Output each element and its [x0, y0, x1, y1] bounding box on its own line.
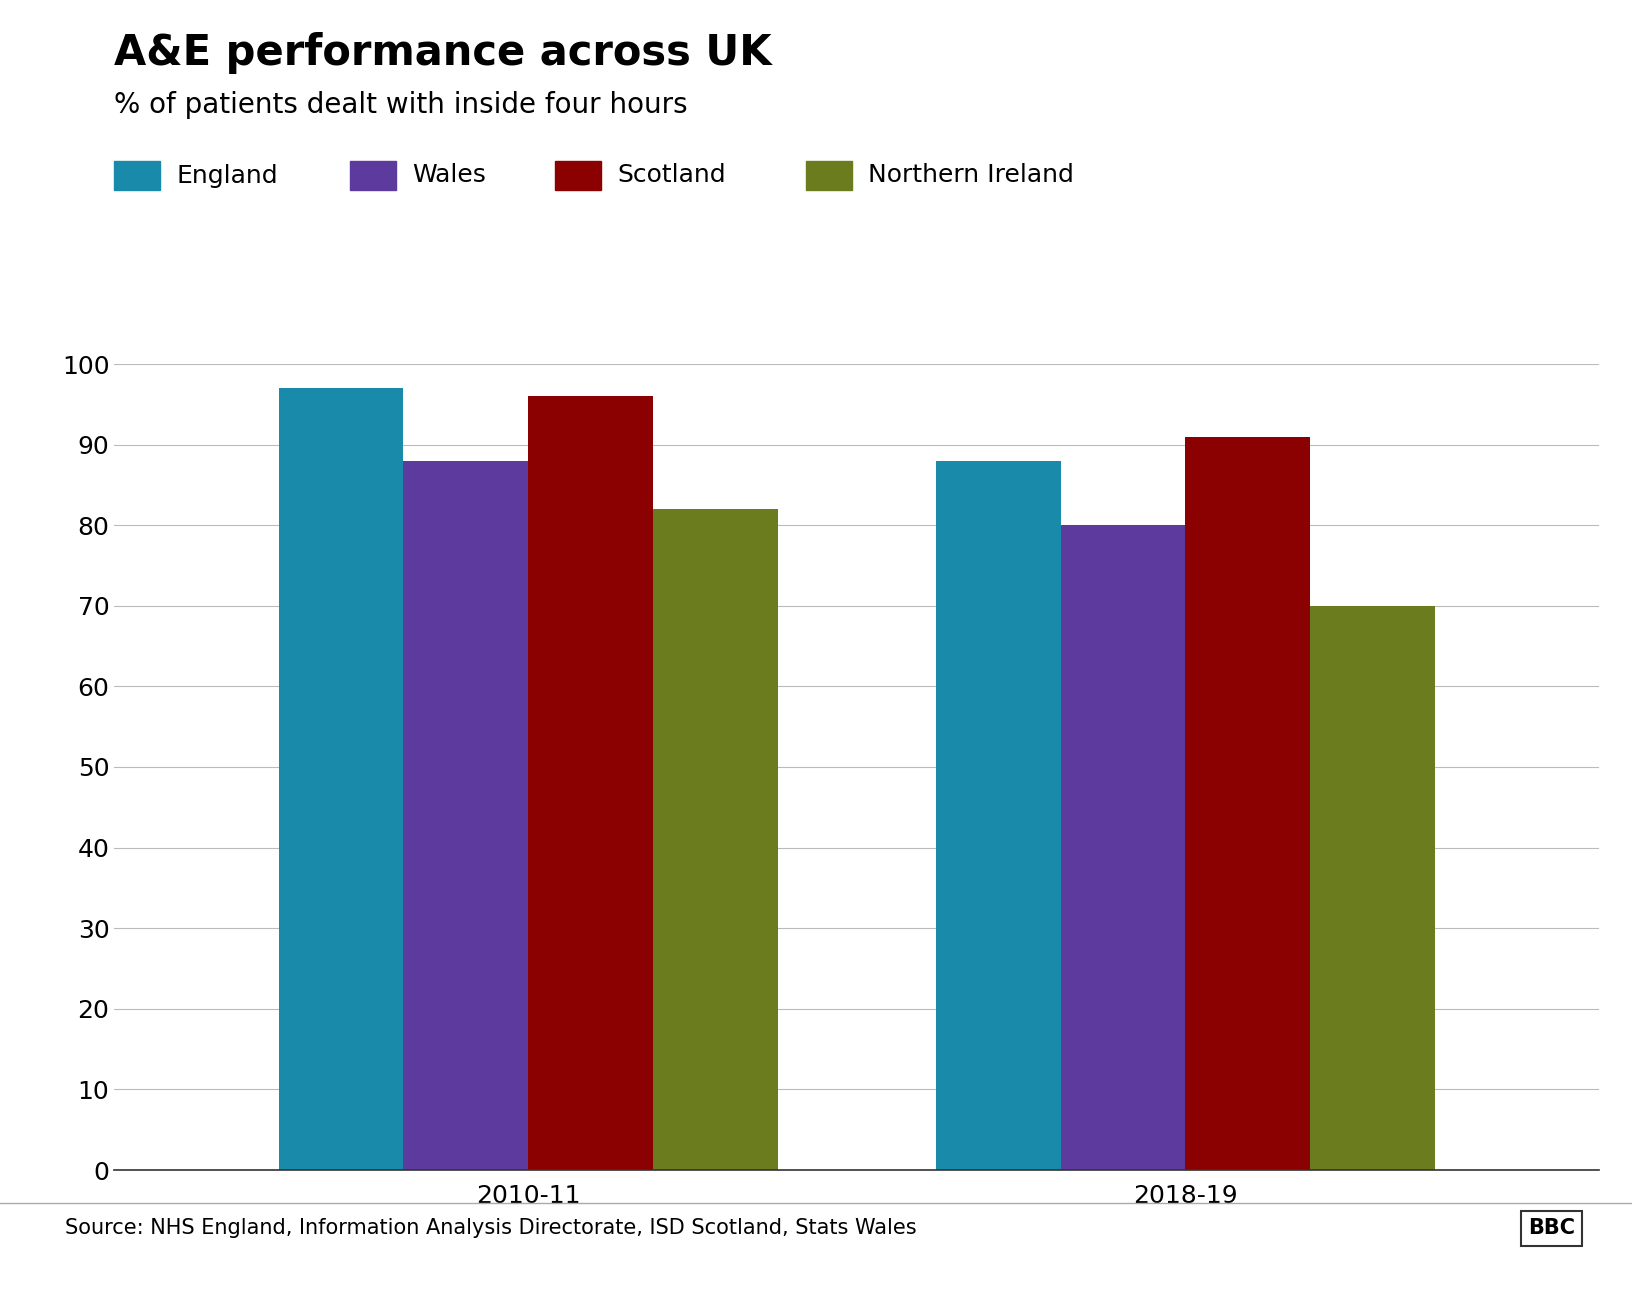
Text: A&E performance across UK: A&E performance across UK	[114, 32, 772, 74]
Bar	[1185, 437, 1310, 1170]
Bar	[935, 460, 1061, 1170]
Bar	[529, 396, 653, 1170]
Text: Wales: Wales	[411, 164, 486, 187]
Bar	[1310, 606, 1435, 1170]
Bar	[1061, 525, 1185, 1170]
Text: Northern Ireland: Northern Ireland	[868, 164, 1074, 187]
Text: BBC: BBC	[1528, 1218, 1575, 1239]
Text: England: England	[176, 164, 277, 187]
Bar	[279, 389, 403, 1170]
Bar	[653, 510, 778, 1170]
Text: % of patients dealt with inside four hours: % of patients dealt with inside four hou…	[114, 91, 687, 120]
Text: Source: NHS England, Information Analysis Directorate, ISD Scotland, Stats Wales: Source: NHS England, Information Analysi…	[65, 1218, 917, 1239]
Text: Scotland: Scotland	[617, 164, 726, 187]
Bar	[403, 460, 529, 1170]
